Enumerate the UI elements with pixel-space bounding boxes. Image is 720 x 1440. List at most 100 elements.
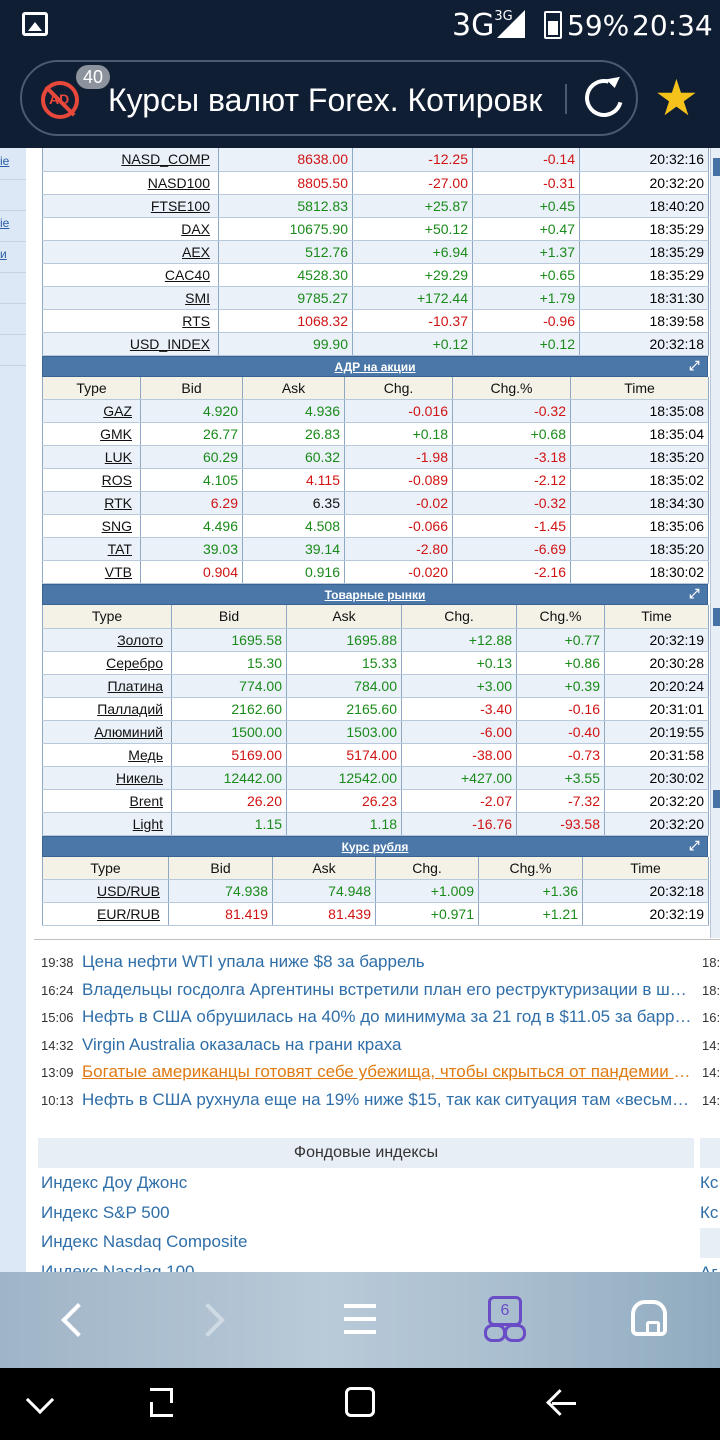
news-link[interactable]: Virgin Australia оказалась на грани крах… (82, 1034, 402, 1054)
address-bar[interactable]: 40 Курсы валют Forex. Котировк (20, 60, 638, 136)
last-value: 8638.00 (218, 148, 353, 172)
sidebar-link[interactable] (0, 340, 26, 366)
instrument-link[interactable]: FTSE100 (42, 194, 219, 218)
change-value: -0.020 (344, 560, 453, 584)
instrument-link[interactable]: EUR/RUB (42, 902, 169, 926)
ask-value: 60.32 (242, 445, 345, 469)
gallery-notification-icon (22, 12, 48, 36)
stock-index-link[interactable]: Индекс Доу Джонс (41, 1173, 188, 1192)
page-title[interactable]: Курсы валют Forex. Котировк (108, 82, 543, 118)
instrument-link[interactable]: NASD100 (42, 171, 219, 195)
expand-icon[interactable] (689, 584, 701, 605)
right-column-link[interactable]: Кс (700, 1173, 719, 1192)
sidebar-link[interactable]: и (0, 247, 26, 273)
home-icon[interactable] (631, 1300, 667, 1336)
column-header: Ask (242, 376, 345, 400)
instrument-link[interactable]: GAZ (42, 399, 141, 423)
column-header: Time (570, 376, 709, 400)
back-button[interactable] (546, 1388, 576, 1418)
time-value: 20:32:19 (604, 628, 709, 652)
stock-index-link[interactable]: Индекс Nasdaq Composite (41, 1232, 248, 1251)
status-bar: 3G3G 59% 20:34 (0, 0, 720, 52)
browser-toolbar: 6 (0, 1272, 720, 1368)
change-percent: -1.45 (452, 514, 571, 538)
table-row: Медь 5169.00 5174.00 -38.00 -0.73 20:31:58 (42, 743, 709, 767)
table-row: AEX 512.76 +6.94 +1.37 18:35:29 (42, 240, 709, 264)
adblock-icon[interactable] (41, 81, 79, 119)
instrument-link[interactable]: Золото (42, 628, 172, 652)
instrument-link[interactable]: Серебро (42, 651, 172, 675)
news-link[interactable]: Нефть в США рухнула еще на 19% ниже $15,… (82, 1089, 692, 1109)
right-column-link[interactable]: Аг (700, 1258, 720, 1272)
time-value: 18:35:20 (570, 445, 709, 469)
instrument-link[interactable]: SMI (42, 286, 219, 310)
commodities-section-link[interactable]: Товарные рынки (324, 588, 426, 602)
instrument-link[interactable]: CAC40 (42, 263, 219, 287)
stock-index-link[interactable]: Индекс Nasdaq 100 (41, 1261, 195, 1273)
adr-section-link[interactable]: АДР на акции (334, 359, 416, 374)
instrument-link[interactable]: GMK (42, 422, 141, 446)
time-value: 20:30:28 (604, 651, 709, 675)
browser-header: 40 Курсы валют Forex. Котировк ★ (0, 52, 720, 148)
reload-icon[interactable] (578, 72, 630, 124)
instrument-link[interactable]: USD_INDEX (42, 332, 219, 356)
tabs-icon[interactable]: 6 (484, 1296, 526, 1342)
instrument-link[interactable]: RTK (42, 491, 141, 515)
news-time: 19:38 (41, 955, 74, 970)
news-link[interactable]: Цена нефти WTI упала ниже $8 за баррель (82, 952, 425, 971)
expand-icon[interactable] (689, 836, 701, 857)
ruble-section-header: Курс рубля (42, 835, 708, 857)
ask-value: 1.18 (286, 812, 402, 836)
ask-value: 39.14 (242, 537, 345, 561)
news-item: 10:13 Нефть в США рухнула еще на 19% ниже… (34, 1086, 720, 1114)
hide-keyboard-icon[interactable] (25, 1385, 55, 1415)
instrument-link[interactable]: Алюминий (42, 720, 172, 744)
ruble-section-link[interactable]: Курс рубля (341, 839, 409, 854)
instrument-link[interactable]: USD/RUB (42, 879, 169, 903)
instrument-link[interactable]: ROS (42, 468, 141, 492)
recent-apps-icon[interactable] (146, 1388, 174, 1417)
column-header: Chg. (375, 856, 479, 880)
instrument-link[interactable]: DAX (42, 217, 219, 241)
page-content[interactable]: ie ie и NASD_COMP 8638.00 -12.25 -0.14 20:32:1… (0, 148, 720, 1272)
instrument-link[interactable]: Медь (42, 743, 172, 767)
news-link[interactable]: Владельцы госдолга Аргентины встретили п… (82, 979, 692, 999)
last-value: 512.76 (218, 240, 353, 264)
instrument-link[interactable]: Light (42, 812, 172, 836)
forward-icon[interactable] (196, 1300, 230, 1340)
column-header: Chg. (344, 376, 453, 400)
change-value: -6.00 (401, 720, 517, 744)
instrument-link[interactable]: Никель (42, 766, 172, 790)
stock-index-link[interactable]: Индекс S&P 500 (41, 1202, 170, 1222)
instrument-link[interactable]: VTB (42, 560, 141, 584)
right-panel-mark (713, 608, 720, 626)
last-value: 9785.27 (218, 286, 353, 310)
instrument-link[interactable]: SNG (42, 514, 141, 538)
sidebar-link[interactable] (0, 185, 26, 211)
change-value: -0.066 (344, 514, 453, 538)
expand-icon[interactable] (689, 356, 701, 377)
instrument-link[interactable]: TAT (42, 537, 141, 561)
instrument-link[interactable]: NASD_COMP (42, 148, 219, 172)
news-link[interactable]: Нефть в США обрушилась на 40% до минимум… (82, 1007, 692, 1027)
change-percent: +0.68 (452, 422, 571, 446)
sidebar-link[interactable]: ie (0, 154, 26, 180)
instrument-link[interactable]: Brent (42, 789, 172, 813)
menu-icon[interactable] (344, 1302, 376, 1336)
news-link[interactable]: Богатые американцы готовят себе убежища,… (82, 1062, 692, 1082)
home-button[interactable] (345, 1387, 375, 1417)
table-row: TAT 39.03 39.14 -2.80 -6.69 18:35:20 (42, 537, 709, 561)
sidebar-link[interactable] (0, 278, 26, 304)
sidebar-link[interactable]: ie (0, 216, 26, 242)
star-icon[interactable]: ★ (654, 70, 699, 126)
instrument-link[interactable]: AEX (42, 240, 219, 264)
news-time: 13:09 (41, 1065, 74, 1081)
instrument-link[interactable]: RTS (42, 309, 219, 333)
ruble-table: Type Bid Ask Chg. Chg.% Time USD/RUB 74.938 74.… (42, 856, 709, 926)
back-icon[interactable] (56, 1300, 90, 1340)
instrument-link[interactable]: LUK (42, 445, 141, 469)
instrument-link[interactable]: Палладий (42, 697, 172, 721)
right-column-link[interactable]: Кс (700, 1203, 719, 1222)
sidebar-link[interactable] (0, 309, 26, 335)
instrument-link[interactable]: Платина (42, 674, 172, 698)
